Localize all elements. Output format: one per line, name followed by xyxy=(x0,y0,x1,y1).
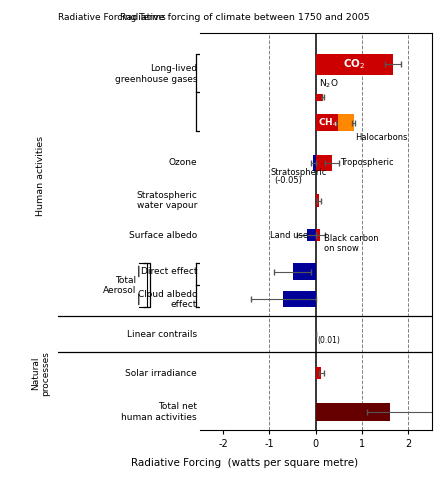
Text: Total
Aerosol: Total Aerosol xyxy=(103,276,136,295)
Text: Solar irradiance: Solar irradiance xyxy=(125,369,197,378)
Text: Stratospheric
water vapour: Stratospheric water vapour xyxy=(136,191,197,210)
Text: Direct effect: Direct effect xyxy=(141,267,197,276)
Bar xyxy=(316,229,320,241)
Bar xyxy=(316,54,393,75)
Text: (0.01): (0.01) xyxy=(317,336,340,345)
Bar xyxy=(283,291,316,307)
Text: CO$_2$: CO$_2$ xyxy=(343,57,365,71)
Bar xyxy=(338,114,354,131)
Text: Radiative Forcing  (watts per square metre): Radiative Forcing (watts per square metr… xyxy=(131,458,358,468)
Bar xyxy=(313,155,316,171)
Text: Linear contrails: Linear contrails xyxy=(127,330,197,338)
Text: Tropospheric: Tropospheric xyxy=(340,158,393,167)
Bar xyxy=(316,194,319,207)
Text: Ozone: Ozone xyxy=(168,158,197,167)
Text: Natural
processes: Natural processes xyxy=(31,351,50,396)
Text: Halocarbons: Halocarbons xyxy=(355,133,408,142)
Text: Long-lived
greenhouse gases: Long-lived greenhouse gases xyxy=(114,64,197,84)
Text: CH$_4$: CH$_4$ xyxy=(318,116,337,129)
Bar xyxy=(307,229,316,241)
Bar xyxy=(316,367,321,380)
Text: Radiative Forcing Terms: Radiative Forcing Terms xyxy=(58,12,166,22)
Text: Radiative forcing of climate between 1750 and 2005: Radiative forcing of climate between 175… xyxy=(120,12,370,22)
Text: Human activities: Human activities xyxy=(36,135,45,216)
Text: Surface albedo: Surface albedo xyxy=(129,231,197,240)
Bar xyxy=(293,263,316,280)
Text: Black carbon
on snow: Black carbon on snow xyxy=(324,234,379,253)
Bar xyxy=(316,155,332,171)
Text: (-0.05): (-0.05) xyxy=(274,176,302,185)
Text: Stratospheric: Stratospheric xyxy=(271,168,327,176)
Text: Land use: Land use xyxy=(271,231,308,240)
Text: N$_2$O: N$_2$O xyxy=(320,77,339,90)
Bar xyxy=(316,94,323,101)
Text: Total net
human activities: Total net human activities xyxy=(121,402,197,422)
Text: Cloud albedo
effect: Cloud albedo effect xyxy=(138,290,197,309)
Bar xyxy=(316,403,390,421)
Bar xyxy=(316,114,338,131)
